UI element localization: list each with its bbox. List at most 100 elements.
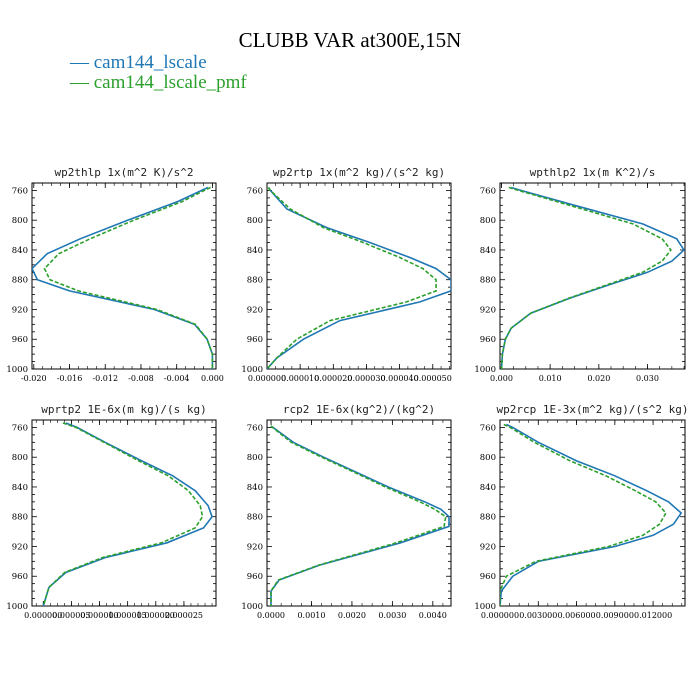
y-tick-label: 840 [480, 246, 496, 256]
series-line-lscale-pmf [500, 186, 672, 369]
x-tick-label: 0.000030 [347, 374, 385, 383]
y-tick-label: 960 [12, 335, 28, 345]
x-tick-label: 0.000 [201, 374, 224, 383]
subplot-5: rcp2 1E-6x(kg^2)/(kg^2) 760 800 840 880 920 96… [241, 403, 452, 620]
x-tick-label: 0.0030 [378, 611, 406, 620]
x-tick-label: 0.000000 [481, 611, 519, 620]
x-tick-label: 0.000000 [248, 374, 286, 383]
x-tick-label: 0.0020 [338, 611, 366, 620]
x-tick-label: 0.000010 [281, 374, 319, 383]
series-line-lscale [267, 187, 451, 369]
series-line-lscale [32, 186, 214, 369]
series-line-lscale [42, 422, 213, 606]
y-tick-label: 840 [12, 246, 28, 256]
y-tick-label: 800 [247, 453, 263, 463]
x-tick-label: 0.000005 [52, 611, 90, 620]
y-tick-label: 760 [247, 423, 263, 433]
series-line-lscale [270, 425, 450, 606]
y-tick-label: 1000 [6, 602, 28, 612]
plot-frame [499, 419, 686, 607]
subplot-title: wp2rcp 1E-3x(m^2 kg)/(s^2 kg) [496, 403, 688, 416]
series-line-lscale-pmf [42, 422, 204, 606]
subplot-title: rcp2 1E-6x(kg^2)/(kg^2) [283, 403, 435, 416]
plot-frame [499, 182, 686, 370]
y-tick-label: 880 [247, 513, 263, 523]
y-tick-label: 800 [480, 216, 496, 226]
legend-swatch: — [70, 72, 89, 93]
legend-label: cam144_lscale_pmf [93, 72, 247, 93]
x-tick-label: 0.000040 [381, 374, 419, 383]
subplot-title: wpthlp2 1x(m K^2)/s [530, 166, 656, 179]
series-line-lscale-pmf [270, 425, 447, 606]
x-tick-label: 0.009000 [596, 611, 634, 620]
series-line-lscale [500, 423, 683, 606]
x-tick-label: 0.006000 [557, 611, 595, 620]
y-tick-label: 880 [12, 513, 28, 523]
plot-frame [31, 182, 217, 370]
y-tick-label: 960 [480, 335, 496, 345]
y-tick-label: 960 [12, 572, 28, 582]
legend-item-lscale-pmf: — cam144_lscale_pmf [70, 72, 247, 94]
legend-item-lscale: — cam144_lscale [70, 52, 207, 74]
x-tick-label: 0.000050 [414, 374, 452, 383]
y-tick-label: 960 [247, 335, 263, 345]
y-tick-label: 920 [247, 542, 263, 552]
legend-label: cam144_lscale [93, 52, 207, 73]
x-tick-label: 0.000 [490, 374, 513, 383]
y-tick-label: 880 [480, 276, 496, 286]
y-tick-label: 920 [480, 305, 496, 315]
y-tick-label: 800 [12, 453, 28, 463]
subplot-3: wpthlp2 1x(m K^2)/s 760 800 840 880 920 960 100… [474, 166, 686, 383]
y-tick-label: 920 [480, 542, 496, 552]
y-tick-label: 800 [12, 216, 28, 226]
series-line-lscale-pmf [267, 187, 437, 369]
plot-frame [31, 419, 217, 607]
x-tick-label: 0.000025 [165, 611, 203, 620]
y-tick-label: 920 [12, 305, 28, 315]
y-tick-label: 1000 [474, 602, 496, 612]
figure-title: CLUBB VAR at300E,15N [238, 28, 462, 52]
y-tick-label: 760 [480, 423, 496, 433]
x-tick-label: 0.000000 [24, 611, 62, 620]
x-tick-label: 0.030 [636, 374, 659, 383]
y-tick-label: 1000 [241, 602, 263, 612]
y-tick-label: 960 [480, 572, 496, 582]
x-tick-label: 0.012000 [634, 611, 672, 620]
y-tick-label: 760 [12, 186, 28, 196]
y-tick-label: 800 [480, 453, 496, 463]
y-tick-label: 960 [247, 572, 263, 582]
y-tick-label: 920 [247, 305, 263, 315]
y-tick-label: 760 [247, 186, 263, 196]
y-tick-label: 880 [247, 276, 263, 286]
y-tick-label: 880 [12, 276, 28, 286]
y-tick-label: 840 [247, 246, 263, 256]
x-tick-label: 0.0010 [297, 611, 325, 620]
legend-swatch: — [70, 52, 89, 73]
x-tick-label: -0.004 [164, 374, 190, 383]
x-tick-label: 0.020 [587, 374, 610, 383]
series-line-lscale [500, 186, 685, 369]
y-tick-label: 1000 [474, 365, 496, 375]
plot-frame [266, 419, 452, 607]
x-tick-label: 0.000010 [80, 611, 118, 620]
y-tick-label: 800 [247, 216, 263, 226]
subplot-6: wp2rcp 1E-3x(m^2 kg)/(s^2 kg)760 800 840 88… [474, 403, 688, 620]
y-tick-label: 760 [480, 186, 496, 196]
plot-frame [266, 182, 452, 370]
y-tick-label: 1000 [241, 365, 263, 375]
x-tick-label: 0.000020 [137, 611, 175, 620]
y-tick-label: 840 [247, 483, 263, 493]
x-tick-label: -0.016 [57, 374, 83, 383]
y-tick-label: 760 [12, 423, 28, 433]
subplot-title: wp2rtp 1x(m^2 kg)/(s^2 kg) [273, 166, 445, 179]
x-tick-label: 0.000020 [314, 374, 352, 383]
subplot-2: wp2rtp 1x(m^2 kg)/(s^2 kg) 760 800 840 880 92… [241, 166, 451, 383]
x-tick-label: -0.020 [21, 374, 47, 383]
series-line-lscale-pmf [43, 186, 214, 369]
subplot-1: wp2thlp 1x(m^2 K)/s^2 760 800 840 880 920 960 1… [6, 166, 224, 383]
x-tick-label: 0.003000 [519, 611, 557, 620]
y-tick-label: 840 [480, 483, 496, 493]
subplot-title: wprtp2 1E-6x(m kg)/(s kg) [41, 403, 207, 416]
subplot-4: wprtp2 1E-6x(m kg)/(s kg) 760 800 840 880 920… [6, 403, 217, 620]
